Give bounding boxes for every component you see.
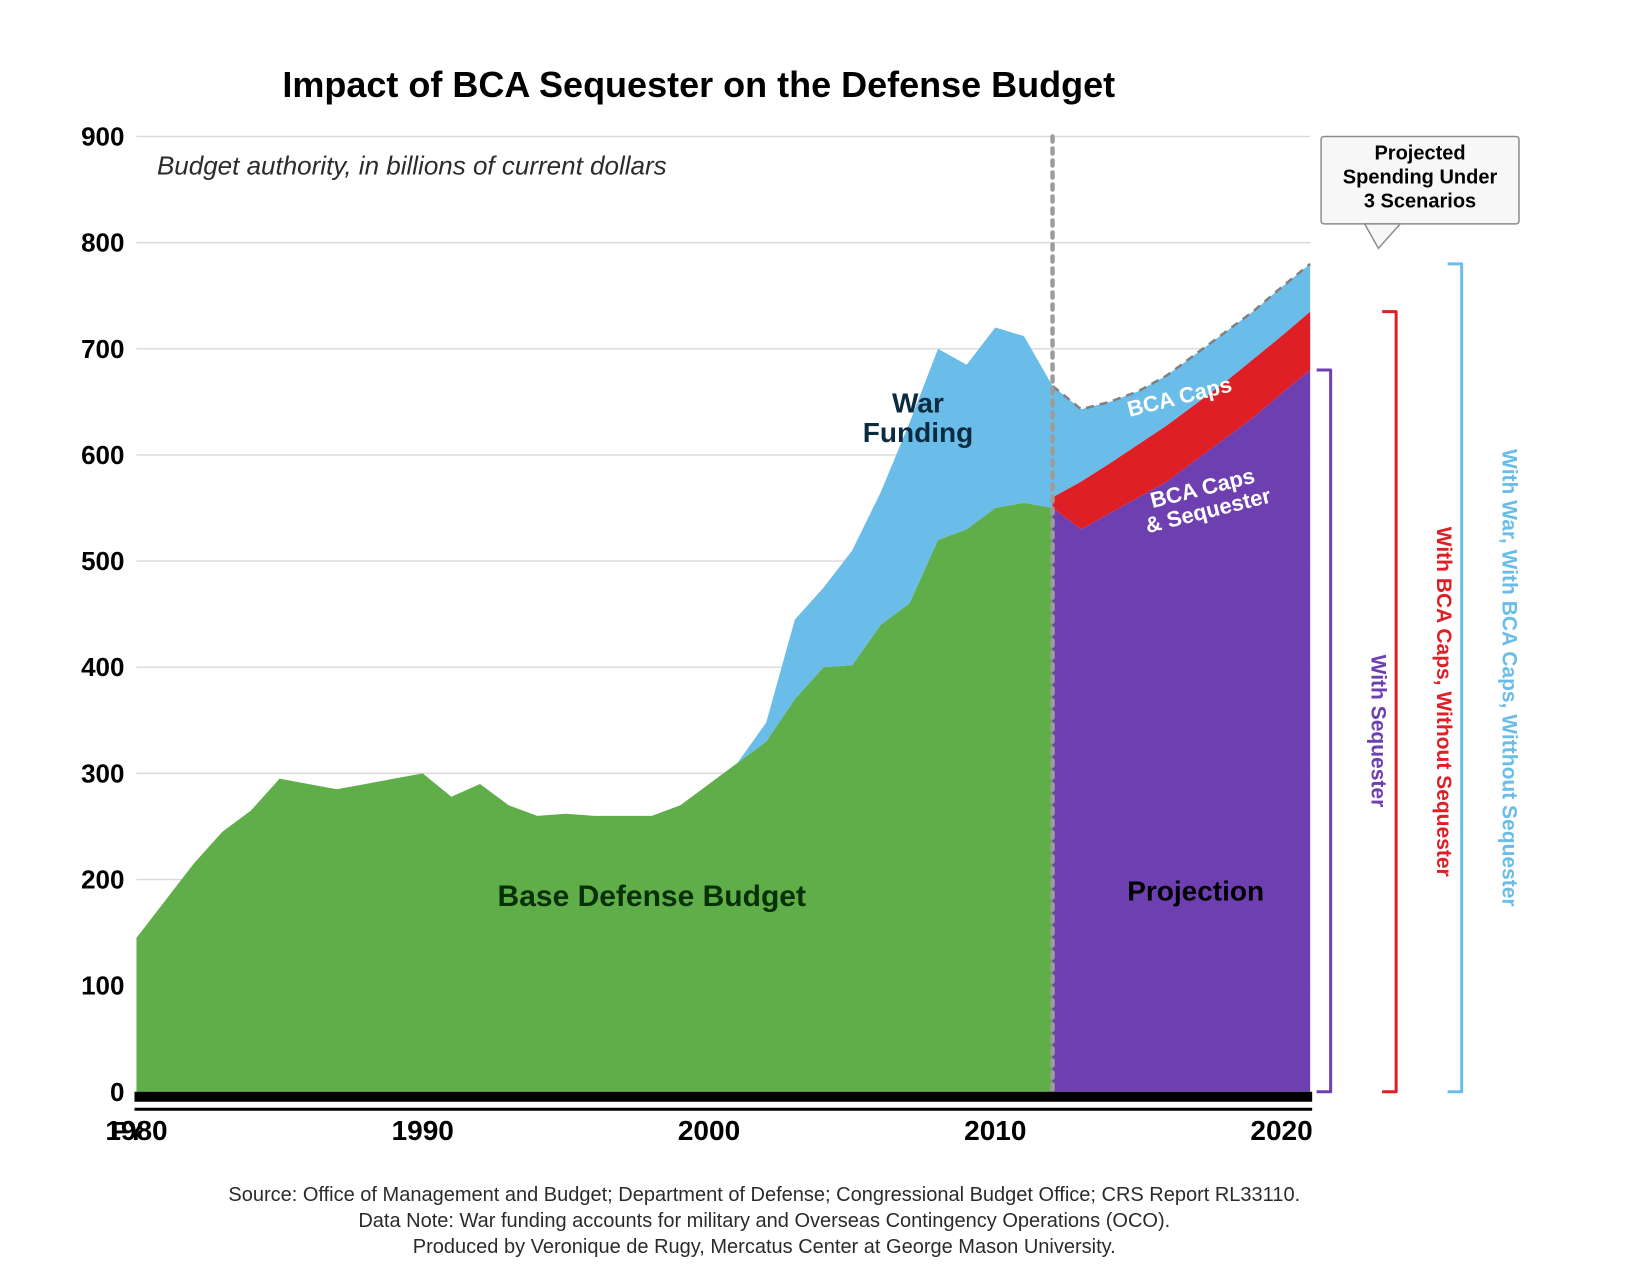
source-line: Source: Office of Management and Budget;… [228,1184,1300,1206]
source-line: Produced by Veronique de Rugy, Mercatus … [413,1236,1116,1258]
scenario-bracket [1317,370,1331,1092]
y-tick-label: 600 [81,440,124,470]
fy-label: FY [111,1116,144,1146]
x-tick-label: 2020 [1250,1115,1312,1146]
scenario-label: With BCA Caps, Without Sequester [1432,527,1455,877]
x-tick-label: 2010 [964,1115,1026,1146]
y-tick-label: 800 [81,228,124,258]
x-tick-label: 2000 [678,1115,740,1146]
source-line: Data Note: War funding accounts for mili… [358,1210,1170,1232]
y-tick-label: 400 [81,652,124,682]
callout-line: Spending Under [1343,166,1498,188]
x-tick-label: 1990 [392,1115,454,1146]
scenario-label: With Sequester [1367,655,1390,808]
callout-line: Projected [1374,142,1465,164]
y-tick-label: 200 [81,865,124,895]
scenario-callout: ProjectedSpending Under3 Scenarios [1321,136,1519,248]
y-tick-label: 0 [110,1077,124,1107]
callout-line: 3 Scenarios [1364,190,1476,212]
scenario-brackets: With Sequester With BCA Caps, Without Seq… [1317,264,1521,1092]
chart-title: Impact of BCA Sequester on the Defense B… [282,64,1115,105]
stacked-areas [136,264,1310,1092]
x-axis-ticks: 19801990200020102020 [105,1115,1312,1146]
chart-subtitle: Budget authority, in billions of current… [157,151,667,181]
y-tick-label: 100 [81,971,124,1001]
y-tick-label: 700 [81,334,124,364]
y-tick-label: 900 [81,121,124,151]
area-base-defense [136,503,1052,1092]
y-tick-label: 300 [81,758,124,788]
source-text: Source: Office of Management and Budget;… [228,1184,1300,1258]
area-label: Base Defense Budget [498,880,806,913]
area-label: Projection [1127,876,1264,907]
y-axis-ticks: 0 100 200 300 400 500 600 700 800 900 [81,121,124,1106]
scenario-label: With War, With BCA Caps, Witthout Seques… [1498,449,1521,907]
y-tick-label: 500 [81,546,124,576]
